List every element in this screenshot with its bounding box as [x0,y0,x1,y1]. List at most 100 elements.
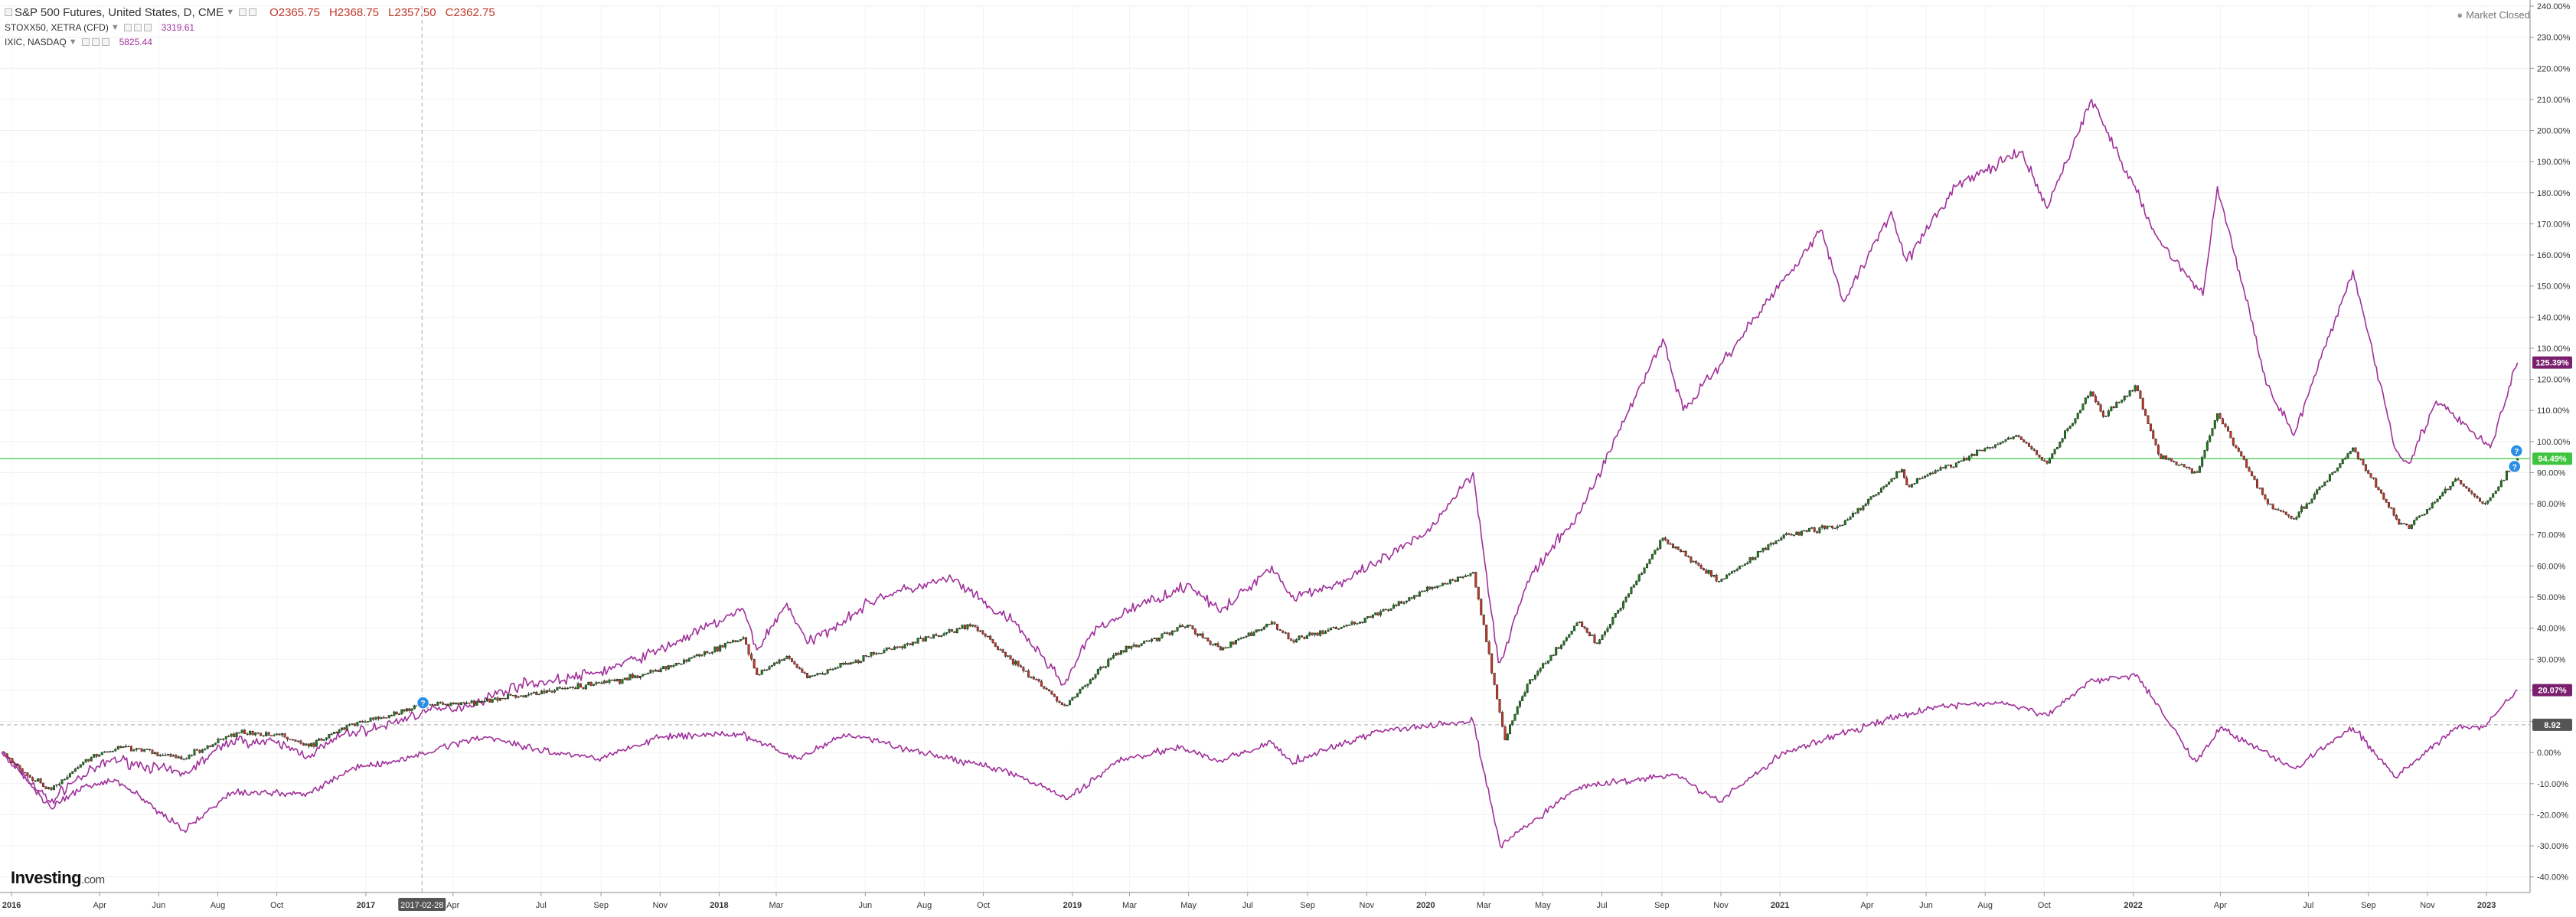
hide-icon[interactable] [133,23,142,31]
candle-body [1692,560,1695,563]
candle-body [1712,574,1716,577]
candle-body [127,746,130,748]
candle-body [862,655,865,662]
candle-body [1849,517,1852,520]
x-tick-label: Jun [1919,901,1933,910]
candle-body [824,673,827,675]
candle-body [785,656,788,659]
y-tick-label: -40.00% [2537,873,2568,883]
settings-icon[interactable] [81,38,90,46]
candle-body [2284,511,2287,515]
candle-body [8,757,11,759]
close-icon[interactable] [143,23,152,31]
candle-body [2094,396,2098,403]
investing-logo[interactable]: Investing.com [11,868,105,888]
candle-body [1686,556,1690,557]
candle-body [2346,453,2349,459]
candle-body [385,717,388,719]
candle-body [1654,550,1657,555]
candle-body [1575,622,1579,627]
candle-body [504,697,507,700]
hide-icon[interactable] [249,8,257,16]
candle-body [2447,488,2450,491]
candle-body [788,656,791,659]
candle-body [1694,560,1697,563]
candle-body [1201,633,1204,638]
chevron-down-icon[interactable]: ▼ [226,8,235,17]
event-marker-icon [2508,459,2522,474]
candle-body [1374,612,1377,615]
candle-body [613,679,616,681]
candle-body [1358,622,1361,624]
candle-body [1568,634,1571,638]
legend-main-symbol[interactable]: S&P 500 Futures, United States, D, CME ▼… [5,5,504,20]
candle-body [896,646,899,648]
candle-body [507,693,510,700]
candle-body [750,654,753,660]
chevron-down-icon[interactable]: ▼ [68,37,77,47]
candle-body [2043,460,2046,462]
candle-body [100,752,103,755]
candle-body [1630,587,1633,594]
candle-body [847,663,850,665]
candle-body [2266,498,2269,504]
candle-body [857,660,860,664]
candle-body [550,691,553,693]
x-tick-label: Jul [2303,901,2313,910]
candle-body [77,767,80,769]
candle-body [1772,543,1775,544]
candle-body [1565,637,1568,641]
candle-body [580,683,583,688]
settings-icon[interactable] [239,8,247,16]
candle-body [716,646,719,651]
chevron-down-icon[interactable]: ▼ [110,22,119,32]
hide-icon[interactable] [91,38,100,46]
candle-body [631,674,634,678]
candle-body [2147,415,2150,424]
candle-body [2061,438,2064,442]
candle-body [2292,518,2295,520]
candle-body [2271,504,2274,510]
legend-compare-1[interactable]: STOXX50, XETRA (CFD) ▼ 3319.61 [5,20,504,34]
candle-body [1782,534,1785,539]
candle-body [1679,549,1682,553]
settings-icon[interactable] [123,23,132,31]
close-icon[interactable] [101,38,109,46]
candle-body [1875,494,1878,496]
candle-body [390,715,393,716]
candle-body [2076,413,2079,419]
candle-body [636,675,639,679]
candle-body [2387,502,2390,507]
candle-body [2055,447,2059,449]
candle-body [1135,645,1138,648]
candle-body [151,749,154,755]
candle-body [457,702,460,705]
candle-body [1803,530,1806,532]
candle-body [145,749,149,750]
candle-body [2253,475,2256,480]
candle-body [1206,637,1210,641]
legend-compare-2[interactable]: IXIC, NASDAQ ▼ 5825.44 [5,34,504,49]
candle-body [700,654,704,657]
collapse-toggle-icon[interactable] [5,8,12,16]
event-marker-icon [2509,444,2524,458]
candle-body [1292,640,1295,643]
candle-body [711,651,714,654]
candle-body [1058,700,1061,703]
x-tick-label: Nov [2420,901,2435,910]
compare-1-value: 3319.61 [161,21,195,33]
candle-body [1096,669,1099,675]
candle-body [267,732,270,736]
y-tick-label: 90.00% [2537,468,2566,478]
candle-body [870,651,873,657]
candle-body [1066,704,1069,707]
candle-body [1516,706,1519,715]
candle-body [387,715,390,718]
candle-body [966,624,969,629]
candle-body [2418,515,2421,518]
candle-body [2444,488,2447,493]
reference-lines [0,6,2530,893]
candle-body [71,771,74,774]
candle-body [556,687,559,691]
